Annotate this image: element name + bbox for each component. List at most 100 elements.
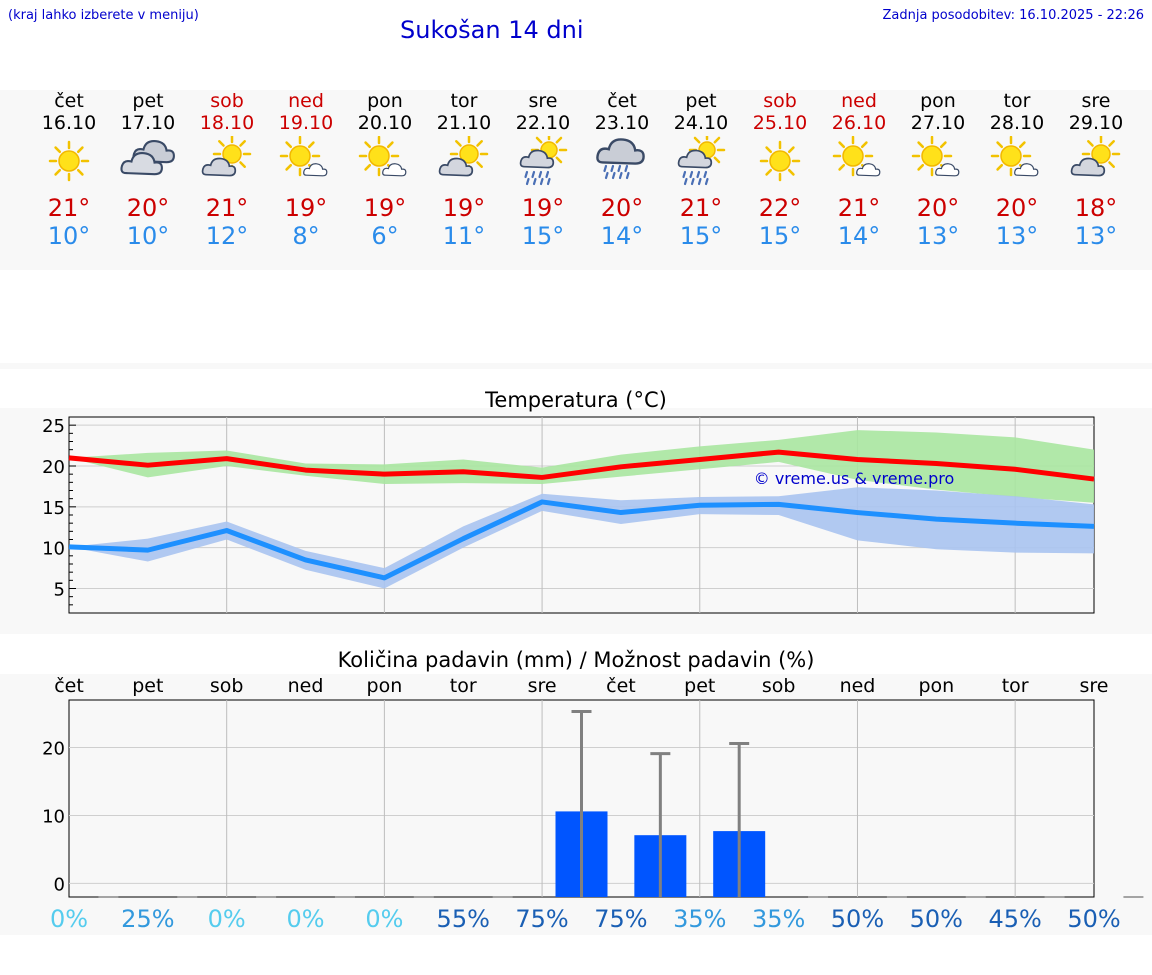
precipitation-probability: 50% <box>831 905 884 933</box>
rain-drop <box>524 170 529 179</box>
sun-ray <box>838 163 846 171</box>
day-date: 27.10 <box>910 112 966 134</box>
sun-ray <box>307 141 315 149</box>
min-temperature: 10° <box>47 222 91 250</box>
rain-drop <box>696 170 701 179</box>
sun-disc <box>222 144 242 164</box>
cloud-shape <box>303 163 328 177</box>
rain-drop <box>532 177 537 186</box>
sun-ray <box>996 141 1004 149</box>
sun-ray <box>239 140 246 147</box>
forecast-day: pon 27.10 20° 13° <box>898 90 978 250</box>
forecast-day: sob 18.10 21° 12° <box>187 90 267 250</box>
temperature-chart-title: Temperatura (°C) <box>485 388 667 412</box>
max-temperature: 20° <box>600 194 644 222</box>
cloudy-icon <box>120 140 175 176</box>
day-name: čet <box>607 90 637 112</box>
cloud-shape <box>201 157 237 177</box>
page-title: Sukošan 14 dni <box>400 16 584 44</box>
separator-band <box>0 363 1152 369</box>
forecast-day: pet 17.10 20° 10° <box>108 90 188 250</box>
rain-drop <box>603 164 608 173</box>
precipitation-probability: 35% <box>752 905 805 933</box>
x-category-label: pon <box>918 675 954 697</box>
day-date: 20.10 <box>357 112 413 134</box>
cloud-rain-icon <box>596 138 645 180</box>
sun-disc <box>368 145 390 167</box>
min-temperature: 13° <box>1074 222 1118 250</box>
x-category-label: pon <box>367 675 403 697</box>
sun <box>1081 136 1121 174</box>
partly-cloudy-icon <box>438 136 489 177</box>
precipitation-chart: čet pet sob ned pon tor sre čet pet sob ned pon tor s… <box>42 675 1144 933</box>
precipitation-probability: 75% <box>515 905 568 933</box>
cloud-shape <box>382 163 407 177</box>
forecast-day: ned 26.10 21° 14° <box>819 90 899 250</box>
sun-ray <box>54 168 62 176</box>
cloud-shape <box>935 163 960 177</box>
sun-disc <box>1091 144 1111 164</box>
small-cloud <box>1014 163 1039 177</box>
min-temperature: 15° <box>679 222 723 250</box>
min-temperature: 15° <box>758 222 802 250</box>
sun <box>990 136 1032 177</box>
forecast-day: sob 25.10 22° 15° <box>740 90 820 250</box>
sun-ray <box>1108 161 1115 168</box>
menu-note[interactable]: (kraj lahko izberete v meniju) <box>8 8 199 23</box>
forecast-day: pon 20.10 19° 6° <box>345 90 425 250</box>
sun-ray <box>1087 140 1094 147</box>
sun-ray <box>364 163 372 171</box>
sun-small-cloud-icon <box>358 136 407 177</box>
min-temperature: 6° <box>371 222 399 250</box>
sun-disc <box>459 144 479 164</box>
cloud <box>677 149 713 169</box>
day-name: pet <box>685 90 717 112</box>
small-cloud <box>303 163 328 177</box>
sun-ray <box>285 141 293 149</box>
day-date: 16.10 <box>41 112 97 134</box>
cloud-shape <box>1070 157 1106 177</box>
rain-drop <box>690 177 695 186</box>
sun-ray <box>364 141 372 149</box>
max-temperature-range <box>69 430 1094 503</box>
sun-small-cloud-icon <box>832 136 881 177</box>
precipitation-probability: 45% <box>988 905 1041 933</box>
small-cloud <box>856 163 881 177</box>
day-name: sre <box>528 90 558 112</box>
sun-ray <box>285 163 293 171</box>
cloud <box>1070 157 1106 177</box>
sun-cloud-rain-icon <box>519 136 568 186</box>
max-temperature: 21° <box>205 194 249 222</box>
rain-drop <box>611 171 616 180</box>
x-category-label: sob <box>762 675 796 697</box>
cloud-shape <box>677 149 713 169</box>
min-temperature: 12° <box>205 222 249 250</box>
cloud-shape <box>519 149 555 169</box>
day-date: 25.10 <box>752 112 808 134</box>
rain-drop <box>682 170 687 179</box>
y-tick-label: 0 <box>54 874 65 895</box>
day-name: ned <box>841 90 877 112</box>
forecast-band <box>0 90 1152 270</box>
sun-ray <box>939 141 947 149</box>
partly-cloudy-icon <box>1070 136 1121 177</box>
sun-ray <box>860 141 868 149</box>
precipitation-probability: 0% <box>208 905 246 933</box>
cloud <box>596 138 645 165</box>
x-category-label: čet <box>54 675 84 697</box>
forecast-day: čet 23.10 20° 14° <box>582 90 662 250</box>
day-date: 24.10 <box>673 112 729 134</box>
min-temperature: 10° <box>126 222 170 250</box>
day-date: 22.10 <box>515 112 571 134</box>
partly-cloudy-icon <box>201 136 252 177</box>
precipitation-probability: 0% <box>365 905 403 933</box>
min-temperature: 14° <box>837 222 881 250</box>
sun-ray <box>765 146 773 154</box>
max-temperature: 22° <box>758 194 802 222</box>
sun-ray <box>555 156 563 164</box>
forecast-day: tor 28.10 20° 13° <box>977 90 1057 250</box>
sun-small-cloud-icon <box>911 136 960 177</box>
partly-cloudy-icon <box>1070 136 1121 177</box>
cloud-shape <box>120 152 163 176</box>
precipitation-probability: 50% <box>1067 905 1120 933</box>
